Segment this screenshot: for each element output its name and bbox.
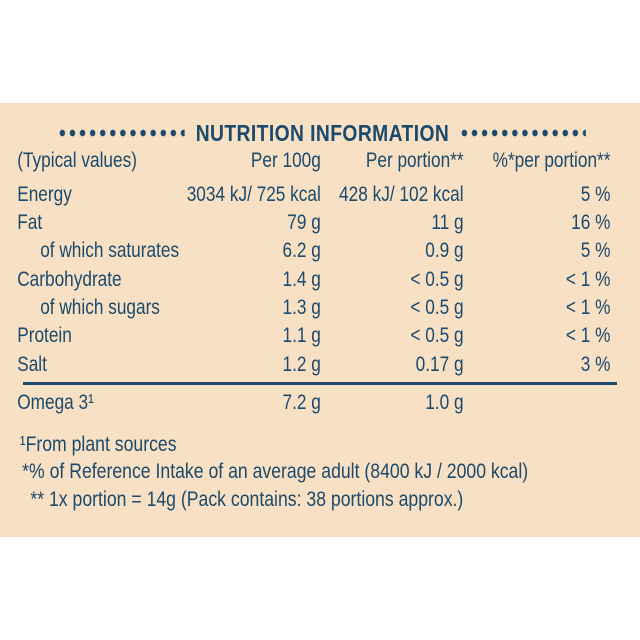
dotted-divider-right-icon: [460, 129, 586, 137]
row-label: Energy: [17, 183, 72, 206]
column-header-pct-per-portion: %*per portion**: [492, 149, 611, 172]
table-row-energy: Energy 3034 kJ/ 725 kcal 428 kJ/ 102 kca…: [0, 183, 640, 208]
column-header-per-100g: Per 100g: [250, 149, 321, 172]
footnote-reference-intake: *% of Reference Intake of an average adu…: [22, 459, 529, 483]
value-per-portion: 0.9 g: [425, 239, 464, 262]
row-label: Salt: [17, 353, 47, 376]
value-per-100g: 79 g: [287, 211, 321, 234]
table-row-salt: Salt 1.2 g 0.17 g 3 %: [0, 353, 640, 378]
value-pct-per-portion: 5 %: [580, 183, 611, 206]
table-header-row: (Typical values) Per 100g Per portion** …: [0, 149, 640, 174]
value-per-portion: 0.17 g: [415, 353, 464, 376]
value-per-portion: < 0.5 g: [410, 324, 464, 347]
value-pct-per-portion: < 1 %: [565, 296, 611, 319]
row-label: of which sugars: [40, 296, 160, 319]
row-label: Protein: [17, 324, 72, 347]
value-pct-per-portion: 5 %: [580, 239, 611, 262]
value-per-100g: 6.2 g: [282, 239, 321, 262]
table-row-saturates: of which saturates 6.2 g 0.9 g 5 %: [0, 239, 640, 264]
value-per-100g: 1.4 g: [282, 268, 321, 291]
value-per-portion: 1.0 g: [425, 391, 464, 414]
footnote-plant-sources: ¹From plant sources: [19, 432, 177, 456]
dotted-divider-left-icon: [59, 129, 185, 137]
horizontal-divider: [22, 382, 618, 385]
value-per-100g: 1.3 g: [282, 296, 321, 319]
table-row-protein: Protein 1.1 g < 0.5 g < 1 %: [0, 324, 640, 349]
nutrition-title: NUTRITION INFORMATION: [195, 119, 450, 146]
value-per-100g: 1.2 g: [282, 353, 321, 376]
nutrition-header: NUTRITION INFORMATION: [59, 117, 586, 149]
row-label: Fat: [17, 211, 43, 234]
value-per-portion: 11 g: [431, 211, 464, 234]
table-row-omega3: Omega 3¹ 7.2 g 1.0 g: [0, 391, 640, 416]
column-header-typical-values: (Typical values): [17, 149, 137, 172]
row-label: of which saturates: [40, 239, 180, 262]
value-per-100g: 3034 kJ/ 725 kcal: [186, 183, 321, 206]
footnote-portion-size: ** 1x portion = 14g (Pack contains: 38 p…: [30, 487, 464, 511]
row-label: Carbohydrate: [17, 268, 122, 291]
value-per-portion: < 0.5 g: [410, 296, 464, 319]
table-row-carbohydrate: Carbohydrate 1.4 g < 0.5 g < 1 %: [0, 268, 640, 293]
value-per-100g: 1.1 g: [282, 324, 321, 347]
value-pct-per-portion: 16 %: [571, 211, 611, 234]
value-per-100g: 7.2 g: [282, 391, 321, 414]
value-per-portion: < 0.5 g: [410, 268, 464, 291]
nutrition-label-panel: NUTRITION INFORMATION (Typical values) P…: [0, 103, 640, 537]
table-row-sugars: of which sugars 1.3 g < 0.5 g < 1 %: [0, 296, 640, 321]
value-pct-per-portion: < 1 %: [565, 324, 611, 347]
value-pct-per-portion: 3 %: [580, 353, 611, 376]
value-pct-per-portion: < 1 %: [565, 268, 611, 291]
row-label: Omega 3¹: [17, 391, 94, 414]
value-per-portion: 428 kJ/ 102 kcal: [339, 183, 464, 206]
table-row-fat: Fat 79 g 11 g 16 %: [0, 211, 640, 236]
column-header-per-portion: Per portion**: [365, 149, 464, 172]
nutrition-label-content: NUTRITION INFORMATION (Typical values) P…: [0, 103, 640, 537]
